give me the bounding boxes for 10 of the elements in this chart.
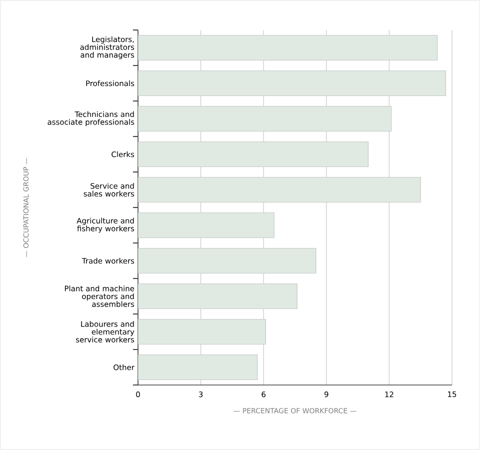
bar: [138, 318, 266, 345]
bar: [138, 70, 446, 96]
bar: [138, 354, 258, 380]
bar: [138, 141, 369, 168]
bar: [138, 176, 421, 203]
bar: [138, 212, 274, 238]
bar: [138, 34, 438, 61]
bar: [138, 106, 392, 132]
bar: [138, 248, 316, 274]
bar: [138, 283, 298, 310]
